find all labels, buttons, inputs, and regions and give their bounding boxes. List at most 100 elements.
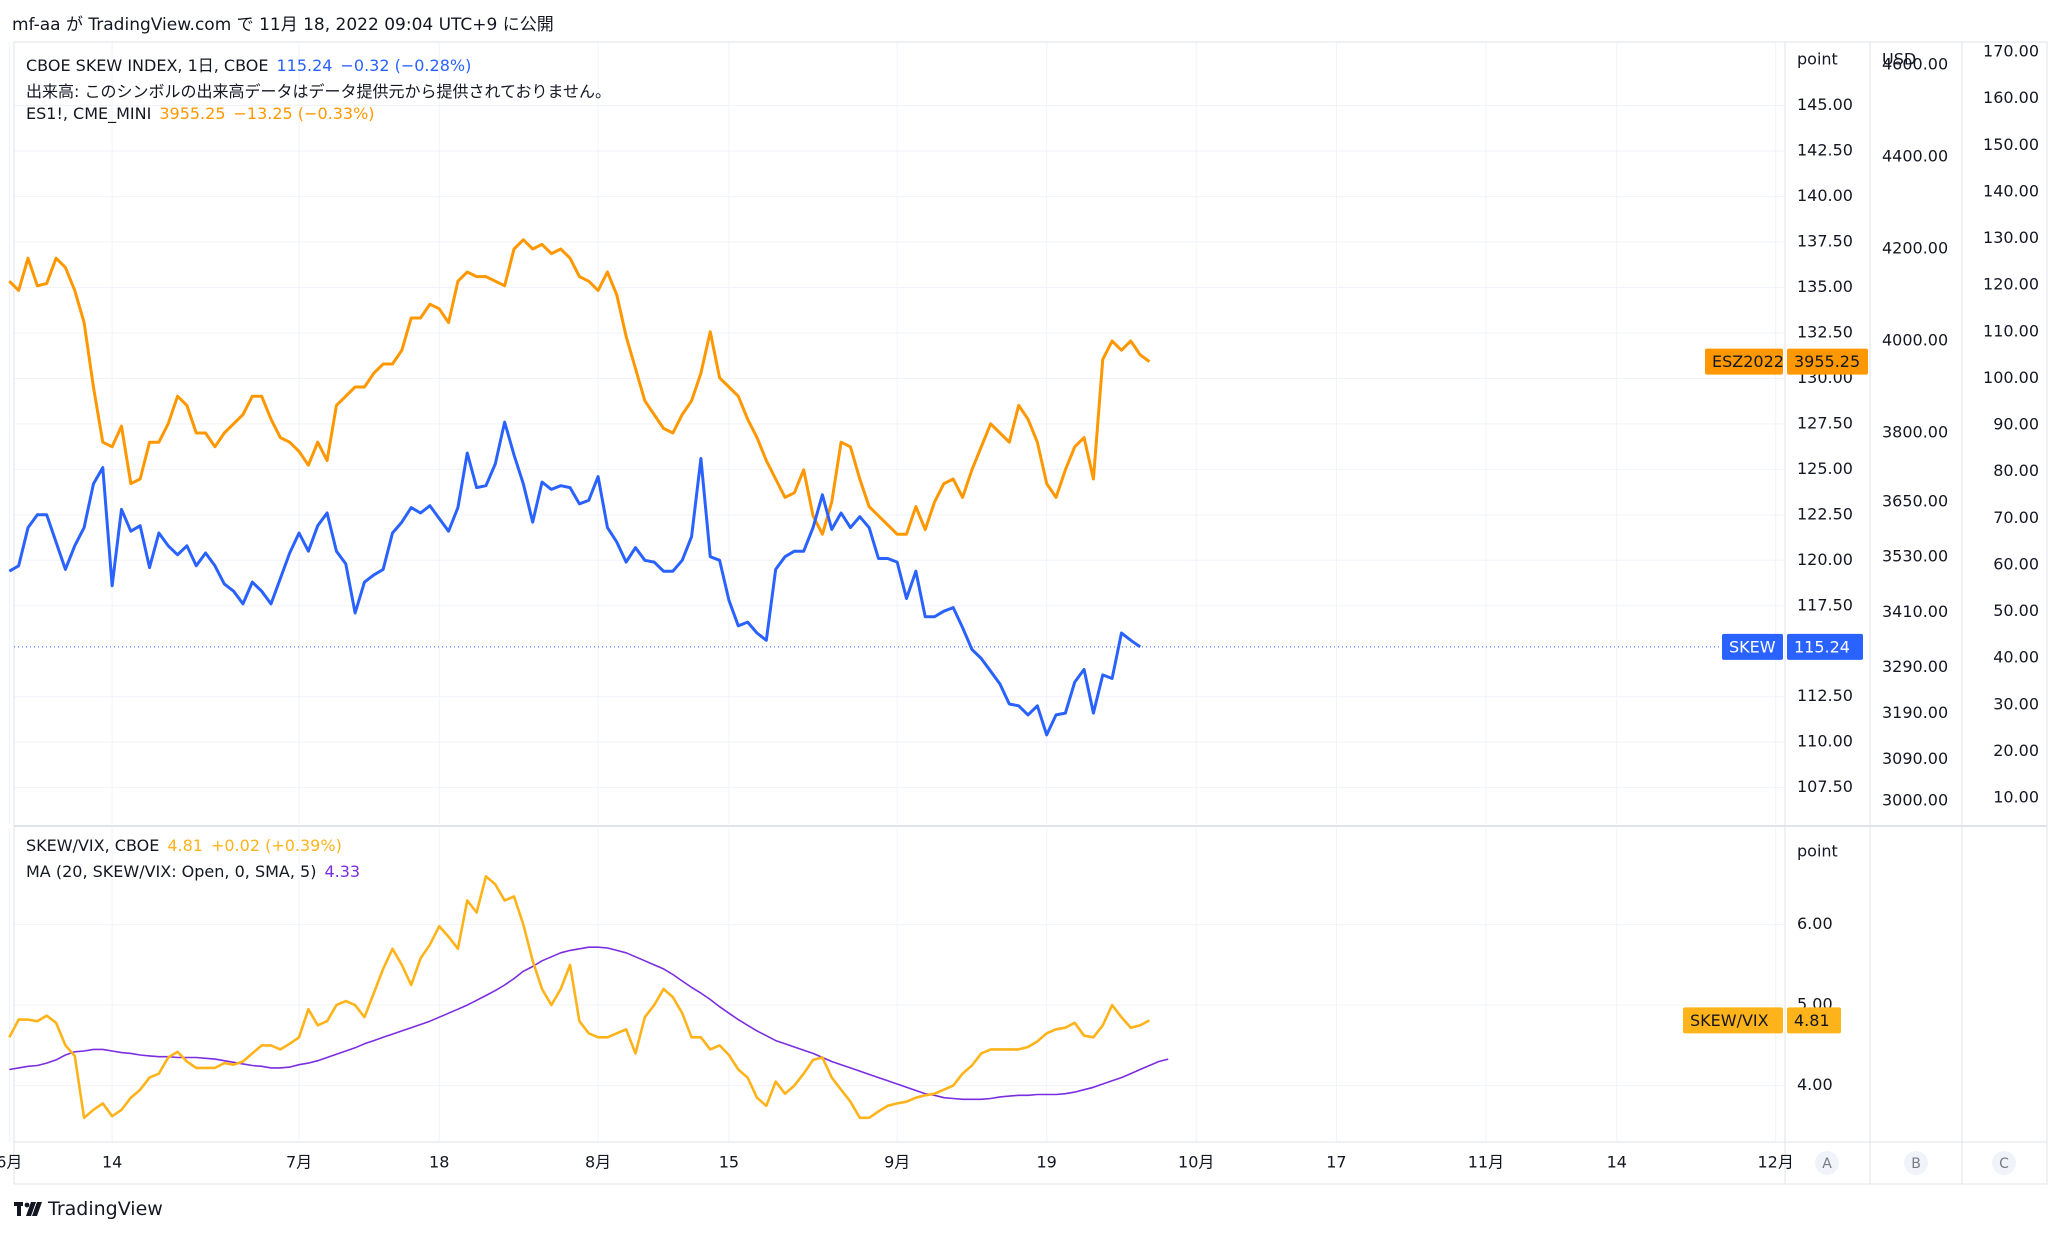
axis-tick-label: 137.50 [1797,232,1853,251]
legend-ratio-value: 4.81 [167,836,203,855]
axis-tick-label: 3800.00 [1882,423,1948,442]
es-name-badge[interactable] [1705,348,1783,375]
axis-tick-label: 40.00 [1993,648,2039,667]
es-name-badge-text: ESZ2022 [1712,352,1784,371]
axis-tick-label: 4600.00 [1882,55,1948,74]
axis-tick-label: 60.00 [1993,554,2039,573]
axis-tick-label: 30.00 [1993,694,2039,713]
axis-tick-label: 3410.00 [1882,602,1948,621]
time-tick-label: 8月 [585,1153,611,1172]
skew-price-badge-text: 115.24 [1794,637,1850,656]
es-price-badge-text: 3955.25 [1794,352,1860,371]
axis-tick-label: 4000.00 [1882,331,1948,350]
axis-tick-label: 70.00 [1993,508,2039,527]
chart-frame [13,41,2048,1185]
series-es-line[interactable] [8,238,1151,536]
legend-ma-value: 4.33 [324,862,361,881]
skew-name-badge-text: SKEW [1729,637,1776,656]
axis-tick-label: 122.50 [1797,504,1853,523]
axis-tick-label: 110.00 [1983,321,2039,340]
axis-tick-label: 4200.00 [1882,239,1948,258]
legend-skew-change: −0.32 (−0.28%) [340,56,472,75]
publish-info: mf-aa が TradingView.com で 11月 18, 2022 0… [12,15,554,35]
series-skew-line[interactable] [8,420,1142,737]
ratio-name-badge-text: SKEW/VIX [1690,1011,1769,1030]
axis-tick-label: 107.50 [1797,777,1853,796]
legend-es-name: ES1!, CME_MINI [26,104,152,123]
scale-button-label: A [1822,1156,1832,1172]
es-price-badge[interactable] [1787,348,1868,375]
axis-tick-label: 142.50 [1797,141,1853,160]
axis-tick-label: 145.00 [1797,95,1853,114]
series-ratio-line[interactable] [8,874,1151,1120]
time-tick-label: 17 [1326,1153,1346,1172]
time-tick-label: 11月 [1468,1153,1504,1172]
legend-skew-value: 115.24 [276,56,333,75]
axis-tick-label: 100.00 [1983,368,2039,387]
legend-skew-name: CBOE SKEW INDEX, 1日, CBOE [26,56,269,75]
skew-name-badge[interactable] [1722,633,1783,660]
axis-tick-label: 160.00 [1983,88,2039,107]
axis-title-usd: USD [1882,50,1916,69]
legend-es-change: −13.25 (−0.33%) [233,104,375,123]
legend-ratio[interactable]: SKEW/VIX, CBOE 4.81 +0.02 (+0.39%) [26,836,350,855]
brand-name: TradingView [48,1198,163,1220]
axis-tick-label: 3650.00 [1882,492,1948,511]
time-tick-label: 9月 [884,1153,910,1172]
legend-es[interactable]: ES1!, CME_MINI 3955.25 −13.25 (−0.33%) [26,104,383,123]
legend-ma[interactable]: MA (20, SKEW/VIX: Open, 0, SMA, 5) 4.33 [26,862,368,881]
axis-tick-label: 50.00 [1993,601,2039,620]
scale-button-a[interactable] [1815,1151,1839,1175]
axis-tick-label: 140.00 [1983,181,2039,200]
axis-tick-label: 135.00 [1797,277,1853,296]
time-tick-label: 18 [429,1153,449,1172]
axis-tick-label: 3000.00 [1882,791,1948,810]
time-tick-label: 6月 [0,1153,22,1172]
legend-skew[interactable]: CBOE SKEW INDEX, 1日, CBOE 115.24 −0.32 (−0… [26,52,479,76]
tradingview-logo-icon [14,1202,42,1216]
axis-tick-label: 112.50 [1797,686,1853,705]
ratio-name-badge[interactable] [1683,1007,1783,1034]
axis-tick-label: 130.00 [1983,228,2039,247]
brand[interactable]: TradingView [14,1198,163,1220]
scale-button-b[interactable] [1904,1151,1928,1175]
axis-tick-label: 117.50 [1797,595,1853,614]
legend-volume-note: 出来高: このシンボルの出来高データはデータ提供元から提供されておりません。 [26,78,619,102]
time-tick-label: 14 [1607,1153,1627,1172]
time-tick-label: 7月 [286,1153,312,1172]
series-ma-line[interactable] [9,946,1169,1101]
axis-tick-label: 20.00 [1993,741,2039,760]
scale-button-label: C [1999,1156,2009,1172]
axis-tick-label: 120.00 [1797,550,1853,569]
axis-title-point-lower: point [1797,842,1838,861]
axis-tick-label: 110.00 [1797,732,1853,751]
ratio-price-badge[interactable] [1787,1007,1841,1034]
axis-tick-label: 90.00 [1993,415,2039,434]
volume-note-text: 出来高: このシンボルの出来高データはデータ提供元から提供されておりません。 [26,82,612,101]
axis-title-point: point [1797,50,1838,69]
axis-tick-label: 132.50 [1797,322,1853,341]
axis-tick-label: 3290.00 [1882,657,1948,676]
legend-ratio-change: +0.02 (+0.39%) [210,836,342,855]
legend-ratio-name: SKEW/VIX, CBOE [26,836,160,855]
axis-tick-label: 140.00 [1797,186,1853,205]
axis-tick-label: 3090.00 [1882,749,1948,768]
legend-es-value: 3955.25 [159,104,226,123]
axis-tick-label: 6.00 [1797,914,1833,933]
axis-tick-label: 150.00 [1983,135,2039,154]
axis-tick-label: 4400.00 [1882,147,1948,166]
scale-button-label: B [1911,1156,1921,1172]
time-tick-label: 15 [719,1153,739,1172]
skew-price-badge[interactable] [1787,633,1863,660]
time-tick-label: 12月 [1757,1153,1793,1172]
axis-tick-label: 3190.00 [1882,703,1948,722]
time-tick-label: 19 [1037,1153,1057,1172]
axis-tick-label: 125.00 [1797,459,1853,478]
time-tick-label: 14 [102,1153,122,1172]
ratio-price-badge-text: 4.81 [1794,1011,1830,1030]
scale-button-c[interactable] [1992,1151,2016,1175]
axis-tick-label: 80.00 [1993,461,2039,480]
axis-tick-label: 127.50 [1797,413,1853,432]
axis-tick-label: 120.00 [1983,275,2039,294]
